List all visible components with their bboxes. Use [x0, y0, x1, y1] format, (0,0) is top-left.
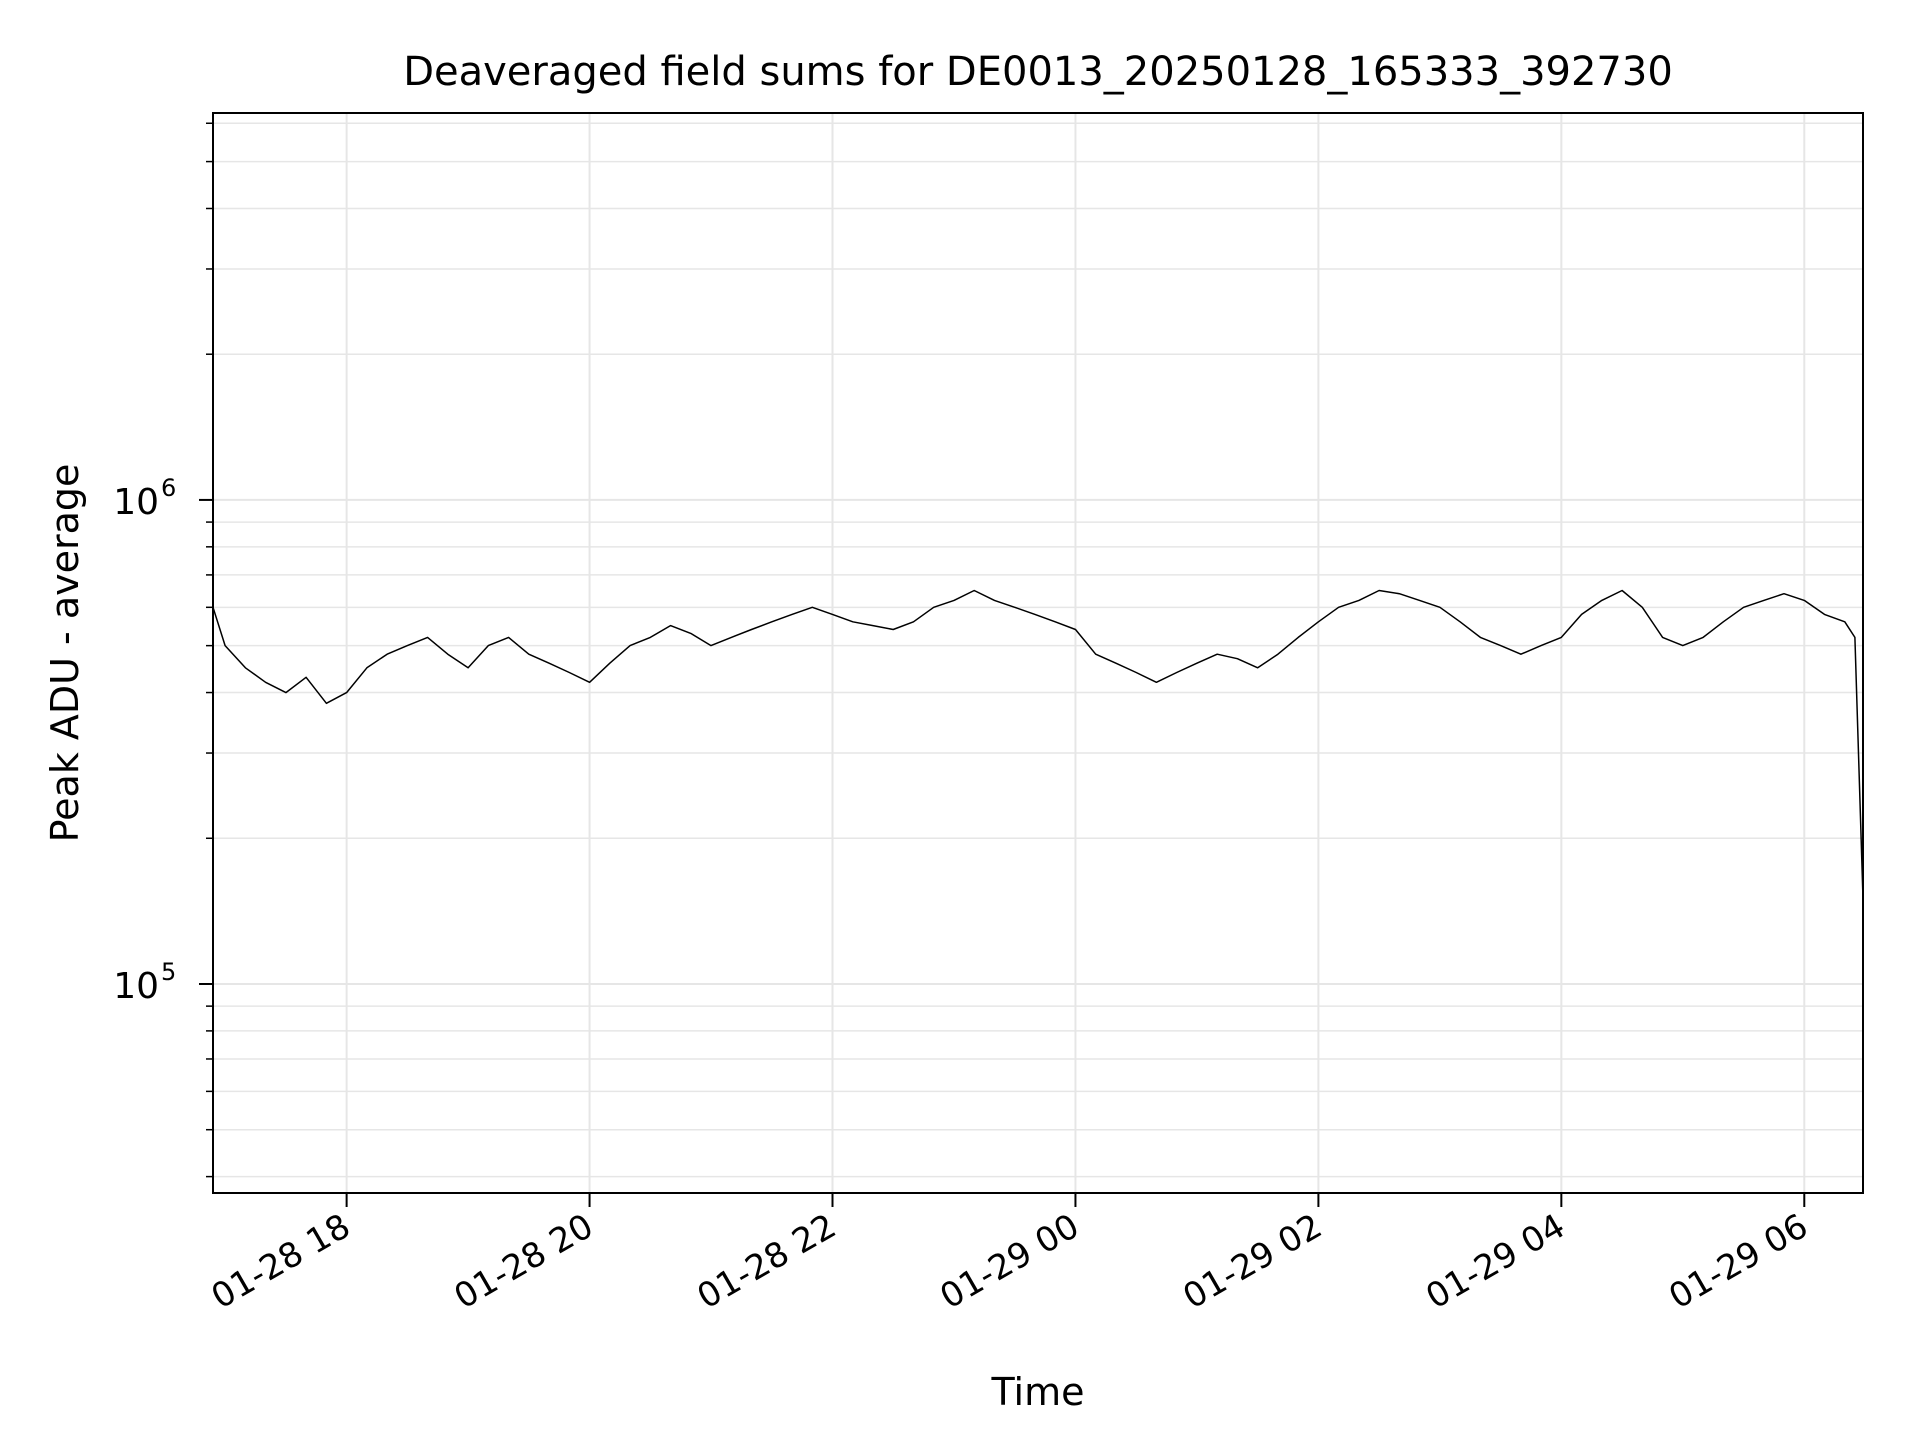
- y-tick-label: 10: [113, 482, 159, 523]
- y-axis-label: Peak ADU - average: [43, 464, 87, 843]
- x-axis-label: Time: [991, 1370, 1085, 1414]
- chart-title: Deaveraged field sums for DE0013_2025012…: [403, 49, 1673, 95]
- grid: [213, 113, 1863, 1193]
- y-tick-label: 10: [113, 966, 159, 1007]
- series-line: [212, 589, 1864, 899]
- plot-frame: [212, 112, 1864, 1194]
- series-layer: [212, 589, 1864, 899]
- y-tick-label-exponent: 6: [161, 474, 176, 502]
- y-tick-label-exponent: 5: [161, 958, 176, 986]
